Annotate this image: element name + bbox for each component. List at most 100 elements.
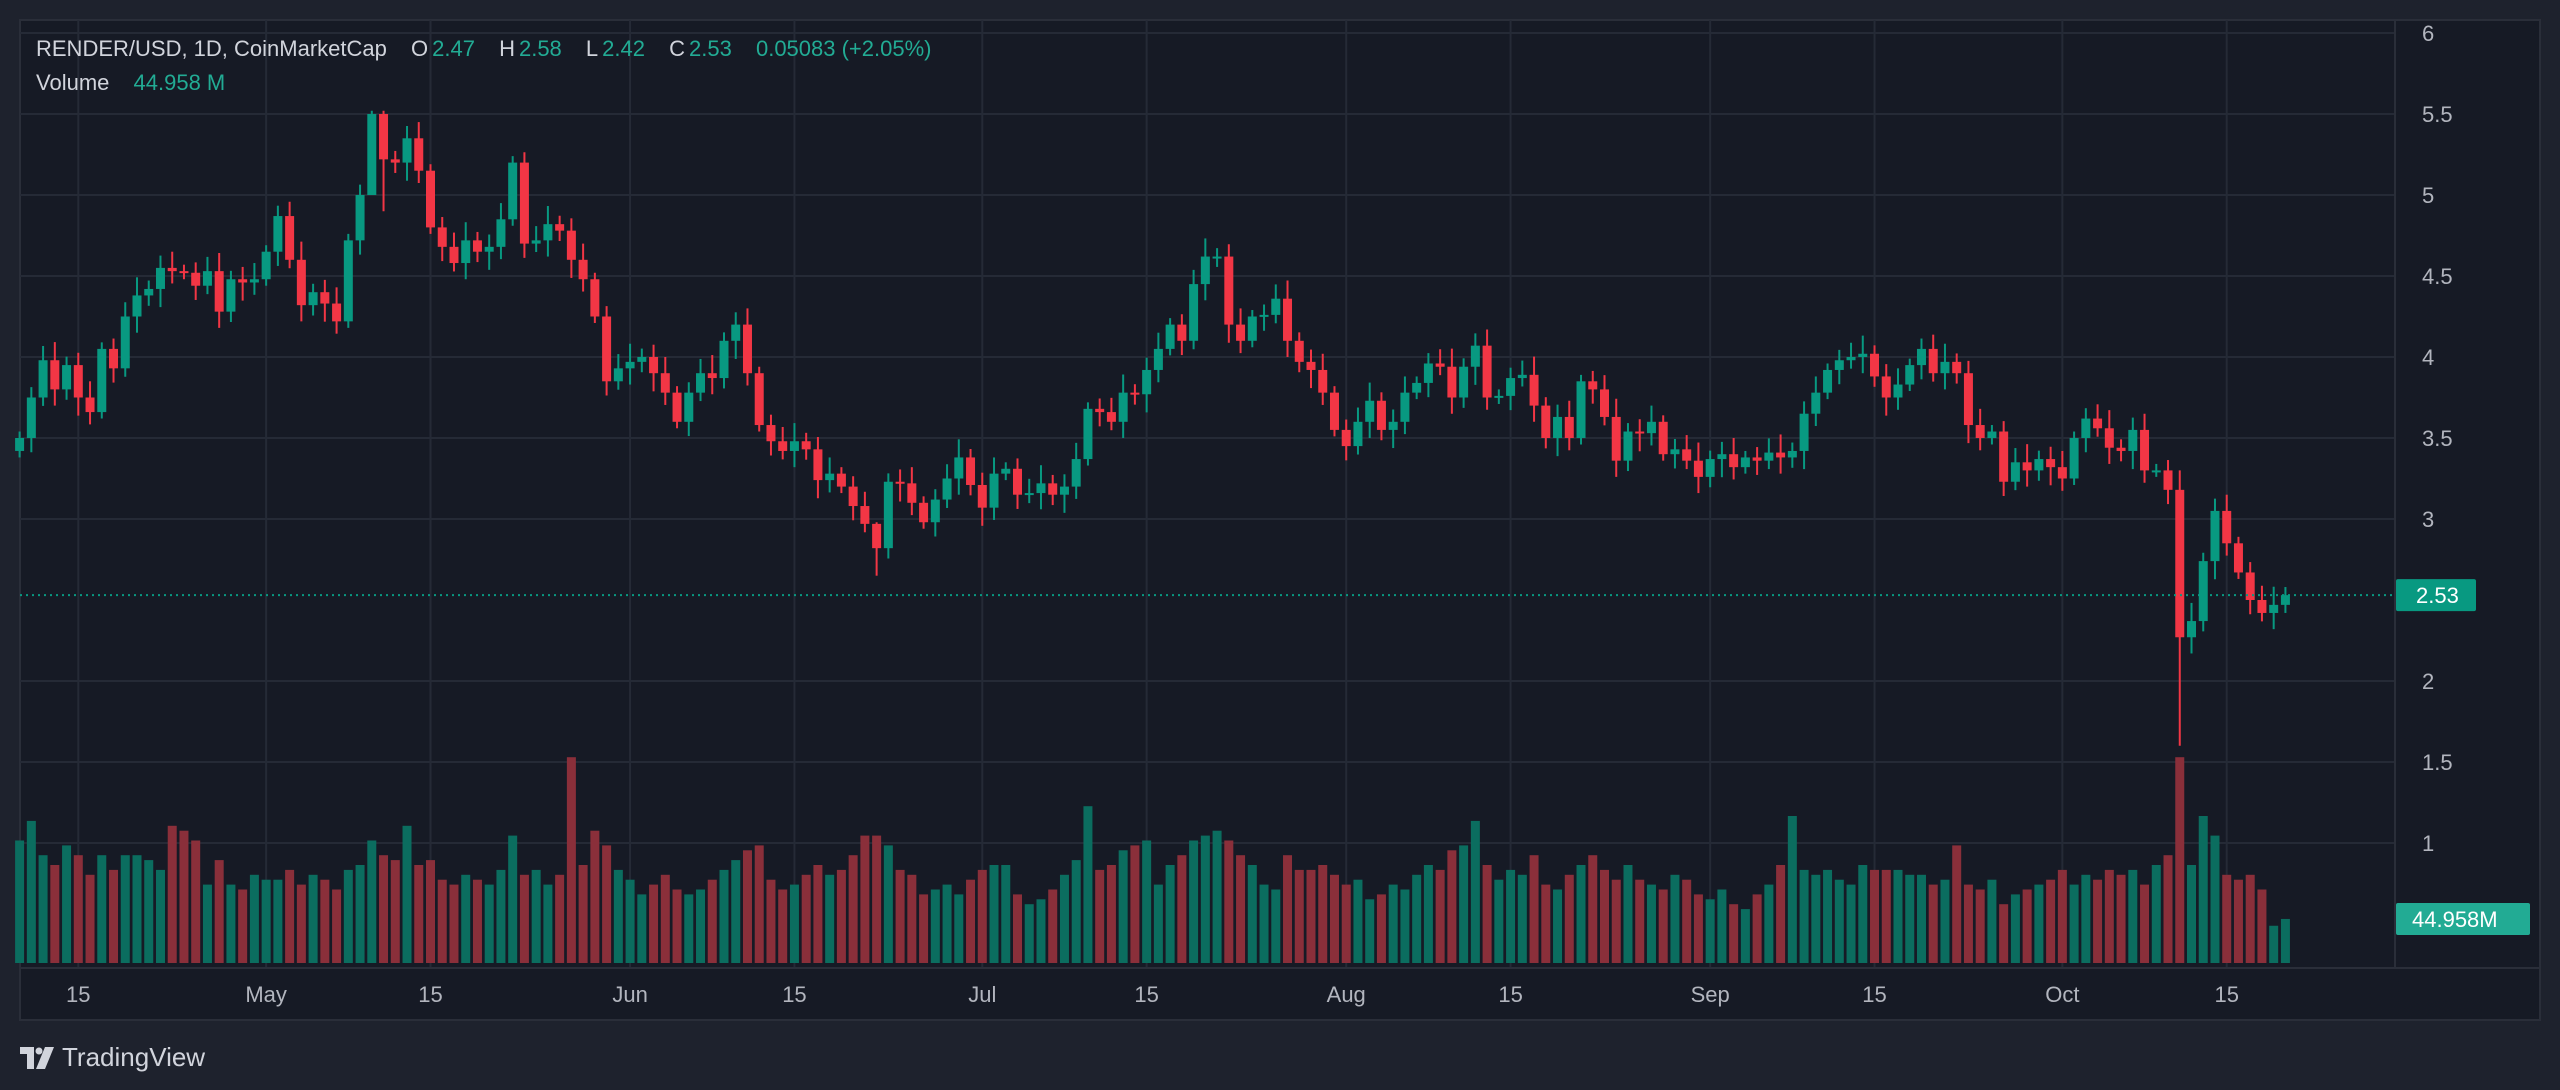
candle-up (1024, 478, 1034, 504)
candle-down (566, 218, 576, 278)
volume-bar (2269, 925, 2279, 963)
candle-body (402, 138, 412, 163)
candle-body (1271, 298, 1281, 315)
candle-body (1294, 340, 1304, 362)
candle-body (1106, 412, 1116, 422)
tradingview-logo[interactable]: TradingView (20, 1042, 205, 1073)
symbol-title[interactable]: RENDER/USD, 1D, CoinMarketCap (36, 36, 387, 61)
candle-down (895, 469, 905, 502)
candle-up (2198, 552, 2208, 632)
candle-body (390, 159, 400, 163)
candle-down (109, 338, 119, 383)
candle-body (754, 373, 764, 426)
candle-down (1177, 314, 1187, 356)
candle-down (602, 306, 612, 396)
volume-bar (2116, 874, 2126, 963)
volume-bar (1658, 889, 1668, 963)
volume-bar (602, 845, 612, 963)
volume-bar (578, 865, 588, 963)
volume-bar (449, 884, 459, 963)
volume-bar (1682, 879, 1692, 963)
price-axis[interactable]: 6 5.5 5 4.5 4 3.5 3 2 1.5 1 (2422, 21, 2453, 856)
candle-body (883, 481, 893, 549)
volume-bar (1588, 855, 1598, 963)
volume-bar (2104, 869, 2114, 963)
candle-down (2022, 444, 2032, 487)
volume-bar (1916, 874, 1926, 963)
volume-bar (1059, 874, 1069, 963)
candle-up (202, 256, 212, 295)
candle-body (2093, 418, 2103, 429)
candle-up (38, 345, 48, 406)
candle-up (1059, 474, 1069, 513)
volume-bar (848, 855, 858, 963)
candle-body (285, 216, 295, 260)
volume-bar (2093, 879, 2103, 963)
candle-down (555, 215, 565, 242)
volume-bar (1952, 845, 1962, 963)
candle-body (625, 361, 635, 369)
candle-down (1752, 447, 1762, 475)
candle-up (2210, 498, 2220, 580)
volume-bar (1729, 904, 1739, 963)
volume-bar (1306, 869, 1316, 963)
candle-body (1212, 256, 1222, 259)
candle-down (801, 432, 811, 460)
candle-body (1576, 381, 1586, 438)
last-price-label: 2.53 (2416, 583, 2459, 608)
candle-body (872, 523, 882, 549)
candle-down (590, 272, 600, 323)
candle-body (449, 246, 459, 264)
candle-body (367, 114, 377, 195)
candle-body (966, 457, 976, 485)
volume-bar (1764, 884, 1774, 963)
candle-body (543, 224, 553, 241)
candle-up (1200, 238, 1210, 301)
time-axis[interactable]: 15 May 15 Jun 15 Jul 15 Aug 15 Sep 15 Oct 15 (66, 982, 2239, 1007)
candle-up (531, 226, 541, 253)
volume-label[interactable]: Volume (36, 70, 110, 95)
volume-bar (672, 889, 682, 963)
candle-body (1858, 353, 1868, 357)
candle-up (1212, 248, 1222, 267)
candle-body (1400, 392, 1410, 422)
candle-up (1811, 376, 1821, 427)
volume-bar (919, 894, 929, 963)
candle-down (1283, 280, 1293, 357)
volume-bar (1294, 869, 1304, 963)
candle-up (2151, 463, 2161, 477)
candle-body (2022, 462, 2032, 471)
candle-down (73, 352, 83, 416)
candle-down (2093, 404, 2103, 437)
volume-bar (1423, 865, 1433, 963)
candle-down (766, 414, 776, 456)
candle-up (132, 277, 142, 333)
candle-up (1858, 335, 1868, 374)
candle-down (1376, 392, 1386, 441)
candle-body (1564, 416, 1574, 438)
candle-body (860, 506, 870, 524)
candle-body (1987, 431, 1997, 438)
time-tick-label: 15 (2214, 982, 2238, 1007)
candle-down (390, 150, 400, 173)
candle-body (1224, 256, 1234, 325)
candle-down (1294, 332, 1304, 373)
candle-down (649, 344, 659, 392)
volume-bar (2210, 835, 2220, 963)
volume-bar (1013, 894, 1022, 963)
volume-bar (1752, 894, 1762, 963)
volume-bar (930, 889, 940, 963)
candle-body (1787, 450, 1797, 458)
volume-bar (2175, 757, 2185, 963)
volume-bar (1776, 865, 1786, 963)
volume-bar (2140, 884, 2150, 963)
candle-down (519, 152, 529, 258)
candle-up (1423, 353, 1433, 398)
candle-body (1013, 468, 1022, 495)
candle-body (1752, 457, 1762, 461)
candle-down (1236, 308, 1246, 354)
candle-body (1963, 373, 1973, 426)
candle-up (144, 280, 154, 306)
volume-bar (132, 855, 142, 963)
